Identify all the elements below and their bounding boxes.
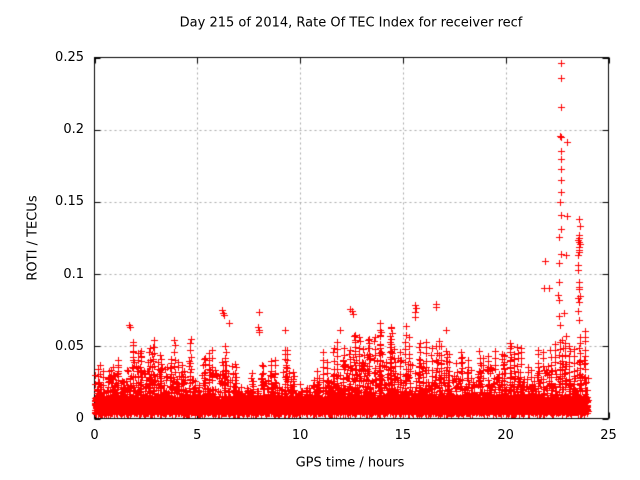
x-tick-label: 0 bbox=[90, 428, 99, 443]
x-tick-label: 15 bbox=[394, 428, 412, 443]
x-tick-label: 10 bbox=[291, 428, 309, 443]
y-tick-label: 0.2 bbox=[63, 122, 84, 138]
y-tick-label: 0.05 bbox=[55, 338, 84, 354]
y-tick-label: 0 bbox=[75, 411, 84, 426]
x-tick-label: 25 bbox=[600, 428, 617, 443]
y-tick-label: 0.1 bbox=[63, 266, 84, 282]
x-tick-label: 5 bbox=[193, 428, 202, 443]
y-tick-label: 0.25 bbox=[55, 50, 84, 65]
x-tick-label: 20 bbox=[497, 428, 514, 443]
y-tick-label: 0.15 bbox=[55, 194, 84, 210]
chart-title: Day 215 of 2014, Rate Of TEC Index for r… bbox=[179, 15, 523, 31]
x-axis-label: GPS time / hours bbox=[295, 455, 405, 471]
